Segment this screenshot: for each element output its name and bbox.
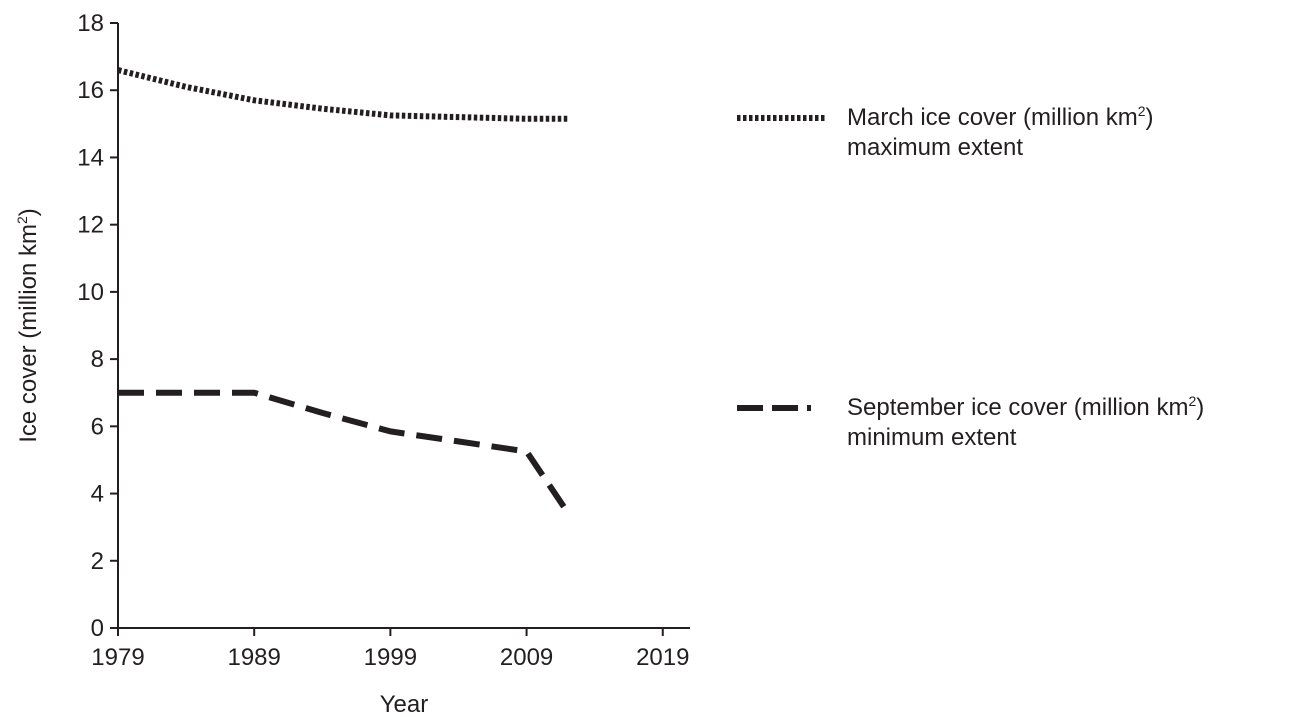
y-tick-label: 4	[91, 481, 104, 508]
dotted-line-swatch	[737, 115, 825, 121]
legend-label-september: September ice cover (million km2) minimu…	[847, 393, 1205, 451]
y-axis-title: Ice cover (million km2)	[14, 208, 42, 443]
legend-item-march: March ice cover (million km2) maximum ex…	[735, 103, 1295, 163]
y-tick-label: 16	[77, 77, 104, 104]
series-layer	[117, 67, 570, 514]
x-tick-label: 2019	[636, 644, 689, 671]
y-tick-label: 0	[91, 615, 104, 642]
y-tick-label: 10	[77, 279, 104, 306]
x-axis-title: Year	[380, 691, 429, 717]
y-tick-label: 2	[91, 548, 104, 575]
x-tick-label: 1999	[364, 644, 417, 671]
legend-label-march: March ice cover (million km2) maximum ex…	[847, 103, 1154, 161]
legend-2: September ice cover (million km2) minimu…	[735, 393, 1295, 453]
y-tick-label: 12	[77, 212, 104, 239]
y-tick-label: 18	[77, 10, 104, 37]
x-tick-label: 1989	[227, 644, 280, 671]
series-line-march	[117, 67, 568, 122]
y-tick-label: 8	[91, 346, 104, 373]
y-tick-label: 14	[77, 144, 104, 171]
y-axis-ticks: 0 2 4 6 8 10 12 14 16 18	[77, 10, 118, 642]
x-axis-ticks: 1979 1989 1999 2009 2019	[91, 628, 689, 671]
x-tick-label: 2009	[500, 644, 553, 671]
series-line-september	[118, 389, 570, 514]
legend-item-september: September ice cover (million km2) minimu…	[735, 393, 1295, 453]
dashed-line-swatch	[737, 405, 827, 411]
y-tick-label: 6	[91, 413, 104, 440]
legend: March ice cover (million km2) maximum ex…	[735, 103, 1295, 163]
x-tick-label: 1979	[91, 644, 144, 671]
